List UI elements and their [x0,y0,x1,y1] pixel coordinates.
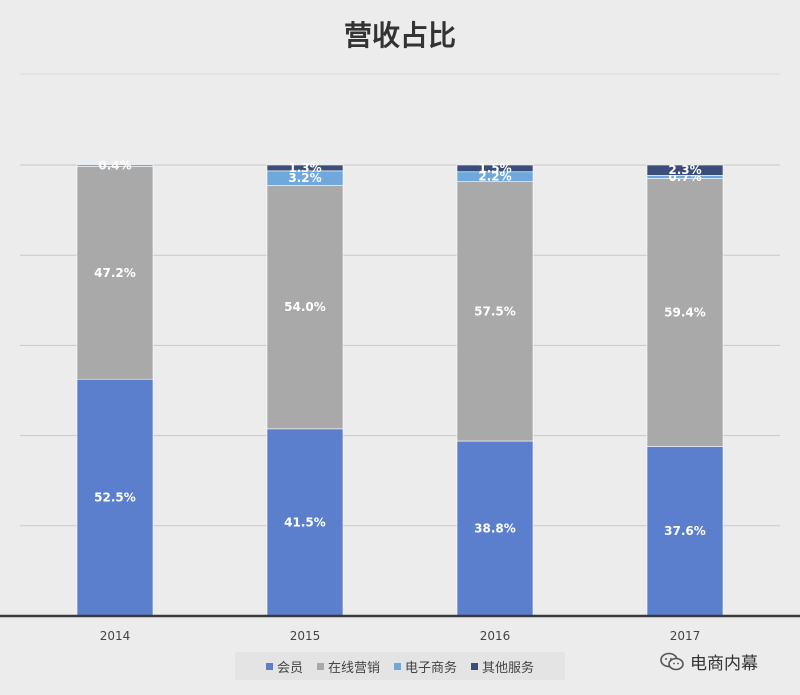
bar-segment [646,178,724,447]
data-label: 59.4% [664,305,706,319]
data-label: 2.3% [668,163,701,177]
data-label: 38.8% [474,522,516,536]
legend: 会员 在线营销 电子商务 其他服务 [235,652,565,680]
legend-swatch [471,662,479,670]
legend-label: 电子商务 [405,660,458,676]
data-label: 0.4% [98,158,131,172]
bar-segment [456,164,534,173]
bar-segment [646,164,724,176]
chart-title: 营收占比 [343,19,456,52]
bar-segment [76,164,154,167]
bar-segment [456,440,534,617]
legend-swatch [316,662,324,670]
legend-label: 在线营销 [327,660,380,676]
x-tick-label: 2014 [100,629,131,643]
legend-swatch [394,662,401,670]
bar-segment [456,181,534,442]
legend-item: 电子商务 [394,657,457,676]
data-label: 57.5% [474,304,516,318]
bar-segment [266,184,344,430]
data-label: 1.5% [478,161,511,175]
legend-item: 其他服务 [471,657,534,676]
data-label: 2.2% [478,170,511,184]
data-label: 3.2% [288,171,321,185]
legend-label: 会员 [276,660,303,676]
x-tick-label: 2015 [290,629,321,643]
bar-segment [76,166,154,380]
data-label: 52.5% [94,491,136,505]
x-tick-label: 2017 [670,629,701,643]
bar-segment [266,428,344,617]
bar-segment [266,164,344,172]
watermark-text: 电商内幕 [690,654,758,674]
data-label: 41.5% [284,515,326,529]
data-label: 54.0% [284,300,326,314]
bar-segment [76,378,154,617]
legend-item: 在线营销 [316,657,380,676]
legend-label: 其他服务 [482,660,535,676]
x-tick-label: 2016 [480,629,511,643]
legend-item: 会员 [265,657,303,676]
wechat-icon [660,652,684,672]
data-label: 37.6% [664,524,706,538]
bar-segment [646,446,724,617]
watermark: 电商内幕 [660,649,758,674]
legend-swatch [265,662,273,670]
data-label: 47.2% [94,266,136,280]
data-label: 1.3% [288,161,321,175]
